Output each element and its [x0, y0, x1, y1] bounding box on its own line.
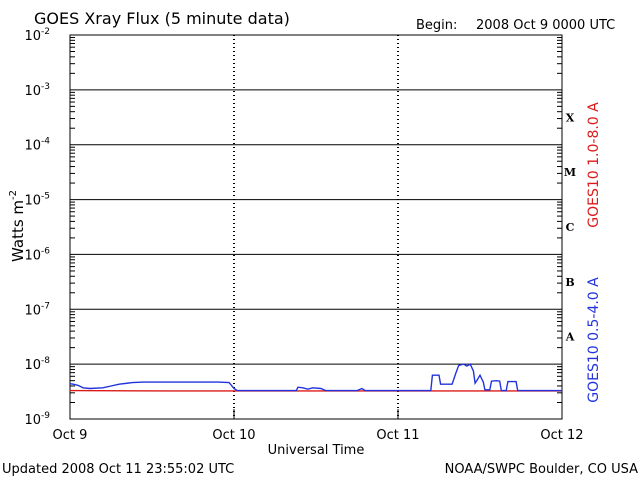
x-tick-label: Oct 11	[376, 428, 419, 443]
flare-class-label: B	[565, 276, 574, 289]
y-tick-label: 10-3	[24, 82, 50, 99]
y-tick-label: 10-2	[24, 27, 50, 44]
legend-series-blue: GOES10 0.5-4.0 A	[586, 277, 602, 403]
y-tick-label: 10-6	[24, 246, 50, 263]
y-tick-label: 10-4	[24, 137, 50, 154]
updated-timestamp: Updated 2008 Oct 11 23:55:02 UTC	[2, 462, 234, 477]
begin-label: Begin:	[416, 18, 457, 33]
flare-class-label: C	[566, 221, 575, 234]
flare-class-labels: A B C M X	[564, 111, 576, 343]
x-tick-labels: Oct 9 Oct 10 Oct 11 Oct 12	[53, 428, 584, 443]
flare-class-label: X	[566, 111, 575, 124]
credit-text: NOAA/SWPC Boulder, CO USA	[445, 462, 638, 477]
series-lines	[69, 363, 562, 392]
flare-class-label: A	[565, 331, 575, 344]
x-tick-marks	[233, 35, 399, 419]
y-tick-labels: 10-9 10-8 10-7 10-6 10-5 10-4 10-3 10-2	[24, 27, 50, 428]
chart-title: GOES Xray Flux (5 minute data)	[34, 9, 290, 28]
x-tick-label: Oct 12	[540, 428, 583, 443]
y-tick-label: 10-8	[24, 356, 50, 373]
y-axis-label: Watts m-2	[8, 190, 27, 262]
y-tick-label: 10-9	[24, 411, 50, 428]
begin-value: 2008 Oct 9 0000 UTC	[476, 18, 615, 33]
y-tick-label: 10-7	[24, 301, 50, 318]
x-axis-label: Universal Time	[268, 443, 365, 458]
x-tick-label: Oct 9	[53, 428, 88, 443]
x-tick-label: Oct 10	[212, 428, 255, 443]
flare-class-label: M	[564, 166, 576, 179]
series-line-short-channel	[69, 363, 562, 392]
y-tick-label: 10-5	[24, 192, 50, 209]
plot-frame	[69, 34, 563, 420]
legend-series-red: GOES10 1.0-8.0 A	[586, 102, 602, 228]
y-gridlines	[70, 37, 562, 403]
